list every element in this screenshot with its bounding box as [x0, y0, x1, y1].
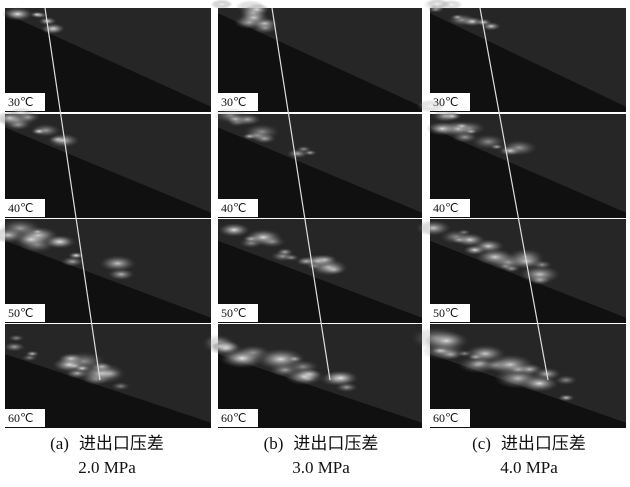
caption: (c) 进出口压差 4.0 MPa [424, 432, 630, 480]
panel-label: (c) [472, 434, 491, 453]
caption: (a) 进出口压差 2.0 MPa [2, 432, 212, 480]
bright-spot [45, 235, 77, 249]
temperature-label: 60℃ [433, 411, 458, 425]
bright-spot [465, 345, 506, 363]
bright-spot [111, 382, 130, 390]
bright-spot [78, 363, 126, 384]
bright-spot [286, 355, 302, 362]
bright-spot [451, 14, 464, 20]
bright-spot [239, 11, 269, 24]
caption-text: 进出口压差 [293, 434, 378, 453]
pressure: 3.0 MPa [216, 456, 426, 480]
bright-spot [4, 342, 26, 351]
panel-label: (a) [50, 434, 69, 453]
image-grid: 30℃40℃50℃60℃30℃40℃50℃60℃30℃40℃50℃60℃ [0, 0, 630, 430]
bright-spot [211, 0, 233, 9]
bright-spot [303, 254, 333, 267]
caption: (b) 进出口压差 3.0 MPa [216, 432, 426, 480]
bright-spot [426, 122, 458, 136]
temperature-label: 50℃ [433, 306, 458, 320]
bright-spot [99, 255, 136, 271]
figure: 30℃40℃50℃60℃30℃40℃50℃60℃30℃40℃50℃60℃ (a)… [0, 0, 630, 487]
bright-spot [416, 100, 445, 113]
bright-spot [32, 128, 47, 134]
caption-text: 进出口压差 [501, 434, 586, 453]
bright-spot [210, 341, 242, 355]
bright-spot [245, 131, 268, 141]
panel-label: (b) [264, 434, 284, 453]
bright-spot [443, 112, 462, 120]
bright-spot [42, 23, 66, 33]
temperature-label: 30℃ [8, 95, 33, 109]
bright-spot [285, 368, 324, 385]
bright-spot [455, 233, 486, 246]
bright-spot [213, 108, 248, 123]
bright-spot [284, 254, 300, 261]
bright-spot [218, 223, 250, 237]
bright-spot [471, 134, 505, 149]
temperature-label: 50℃ [221, 306, 246, 320]
temperature-label: 30℃ [221, 95, 246, 109]
temperature-label: 40℃ [8, 201, 33, 215]
temperature-label: 60℃ [221, 411, 246, 425]
bright-spot [425, 331, 469, 350]
temperature-label: 60℃ [8, 411, 33, 425]
temperature-label: 40℃ [433, 201, 458, 215]
bright-spot [2, 7, 33, 20]
bright-spot [259, 236, 286, 248]
bright-spot [8, 335, 24, 342]
bright-spot [296, 146, 311, 153]
temperature-label: 40℃ [221, 201, 246, 215]
bright-spot [558, 394, 574, 401]
bright-spot [528, 275, 551, 285]
temperature-label: 50℃ [8, 306, 33, 320]
pressure: 4.0 MPa [424, 456, 630, 480]
caption-text: 进出口压差 [79, 434, 164, 453]
bright-spot [416, 220, 451, 235]
bright-spot [499, 146, 522, 156]
pressure: 2.0 MPa [2, 456, 212, 480]
bright-spot [25, 351, 39, 357]
bright-spot [476, 249, 515, 266]
bright-spot [520, 375, 558, 392]
